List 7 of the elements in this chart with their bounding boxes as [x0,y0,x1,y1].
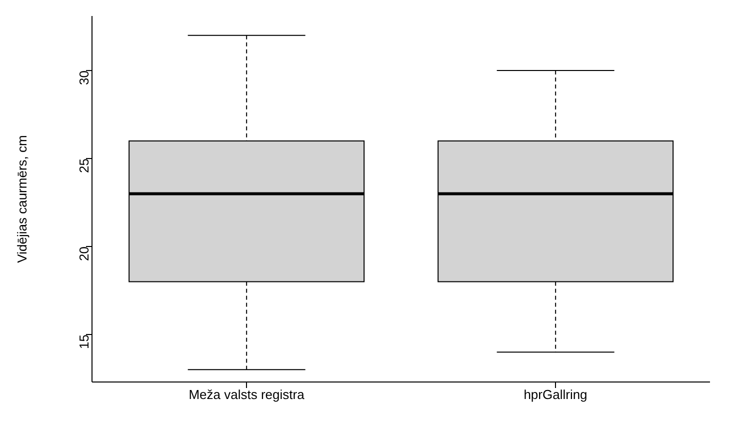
y-tick-label: 25 [76,158,92,173]
y-tick-label: 30 [76,70,92,86]
x-tick-label: Meža valsts registra [188,387,306,402]
y-tick-label: 20 [76,246,92,261]
y-tick-label: 15 [76,334,92,349]
x-tick-label: hprGallring [524,387,588,402]
y-axis-title: Vidējias caurmērs, cm [14,135,30,263]
